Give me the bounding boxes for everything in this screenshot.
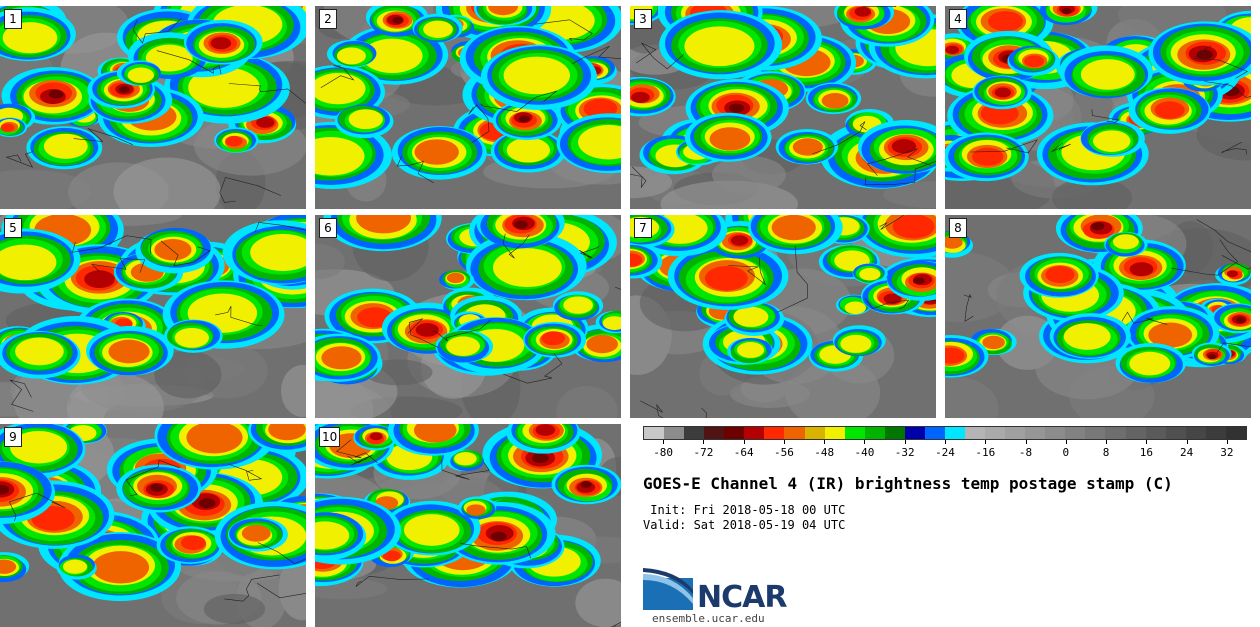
colorbar-tick-labels: -80 -72 -64 -56 -48 -40 -32 -24 -16 -8 0 8 16 24 32 [643,440,1247,460]
colorbar-segment [965,427,986,439]
colorbar-tick [783,440,785,444]
postage-stamp-panel: 3 [630,6,936,209]
ir-satellite-image [0,424,306,627]
postage-stamp-panel: 6 [315,215,621,418]
colorbar-segment [1005,427,1026,439]
colorbar-tick-label: -56 [773,446,794,459]
postage-stamp-panel: 2 [315,6,621,209]
colorbar-tick-label: 24 [1179,446,1194,459]
postage-stamp-panel: 9 [0,424,306,627]
colorbar-tick [1025,440,1027,444]
colorbar-tick-label: 16 [1139,446,1153,459]
panel-number-label: 7 [634,218,652,238]
ir-satellite-image [945,6,1251,209]
panel-number-label: 2 [319,9,337,29]
colorbar-tick [1065,440,1067,444]
colorbar-segment [924,427,945,439]
colorbar-tick [1106,440,1108,444]
colorbar-tick-label: -72 [693,446,714,459]
colorbar-segment [744,427,765,439]
colorbar-segment [864,427,885,439]
colorbar-tick [1186,440,1188,444]
colorbar-segment [1085,427,1106,439]
colorbar-segment [764,427,785,439]
colorbar [643,426,1247,440]
colorbar-tick [703,440,705,444]
colorbar-segment [1105,427,1126,439]
colorbar-segment [704,427,725,439]
colorbar-tick [945,440,946,444]
panel-number-label: 4 [949,9,967,29]
colorbar-tick [864,440,866,444]
colorbar-segment [844,427,865,439]
colorbar-segment [824,427,845,439]
colorbar-segment [644,427,665,439]
colorbar-tick [904,440,906,444]
postage-stamp-panel: 4 [945,6,1251,209]
figure-title: GOES-E Channel 4 (IR) brightness temp po… [643,474,1173,493]
colorbar-tick [1146,440,1148,444]
colorbar-tick-label: -24 [935,446,955,459]
colorbar-tick [743,440,745,444]
panel-number-label: 10 [319,427,341,447]
ir-satellite-image [0,6,306,209]
colorbar-segment [1225,427,1246,439]
colorbar-tick-label: 0 [1062,446,1070,459]
colorbar-tick [663,440,665,444]
colorbar-tick-label: -32 [894,446,915,459]
ir-satellite-image [945,215,1251,418]
colorbar-segment [784,427,805,439]
colorbar-tick [824,440,826,444]
ir-satellite-image [630,215,936,418]
postage-stamp-panel: 7 [630,215,936,418]
ncar-logo [643,568,693,610]
colorbar-segment [1125,427,1146,439]
ir-satellite-image [0,215,306,418]
ir-satellite-image [315,215,621,418]
postage-stamp-panel: 10 [315,424,621,627]
colorbar-tick-label: -8 [1018,446,1033,459]
ensemble-url[interactable]: ensemble.ucar.edu [652,612,765,625]
colorbar-segment [1165,427,1186,439]
colorbar-tick-label: 8 [1102,446,1110,459]
panel-number-label: 8 [949,218,967,238]
colorbar-segment [1185,427,1206,439]
panel-number-label: 6 [319,218,337,238]
colorbar-segment [1205,427,1226,439]
colorbar-segment [944,427,965,439]
valid-time: Valid: Sat 2018-05-19 04 UTC [643,518,846,532]
ir-satellite-image [630,6,936,209]
colorbar-tick [985,440,987,444]
init-time: Init: Fri 2018-05-18 00 UTC [643,503,846,517]
colorbar-tick [1226,440,1228,444]
panel-number-label: 5 [4,218,22,238]
colorbar-segment [985,427,1006,439]
ncar-logo-text: NCAR [697,580,787,615]
postage-stamp-panel: 5 [0,215,306,418]
colorbar-segment [1045,427,1066,439]
postage-stamp-panel: 1 [0,6,306,209]
colorbar-segment [664,427,685,439]
colorbar-segment [724,427,745,439]
colorbar-tick-label: 32 [1220,446,1234,459]
colorbar-segment [1145,427,1166,439]
colorbar-segment [884,427,905,439]
colorbar-tick-label: -16 [975,446,996,459]
colorbar-segment [684,427,705,439]
colorbar-tick-label: -40 [854,446,875,459]
colorbar-segment [1065,427,1086,439]
colorbar-segment [1025,427,1046,439]
panel-number-label: 9 [4,427,22,447]
panel-number-label: 1 [4,9,22,29]
postage-stamp-panel: 8 [945,215,1251,418]
ir-satellite-image [315,424,621,627]
panel-number-label: 3 [634,9,652,29]
colorbar-tick-label: -48 [814,446,835,459]
colorbar-segment [804,427,825,439]
colorbar-segment [904,427,925,439]
colorbar-tick-label: -80 [653,446,674,459]
colorbar-tick-label: -64 [733,446,754,459]
ir-satellite-image [315,6,621,209]
